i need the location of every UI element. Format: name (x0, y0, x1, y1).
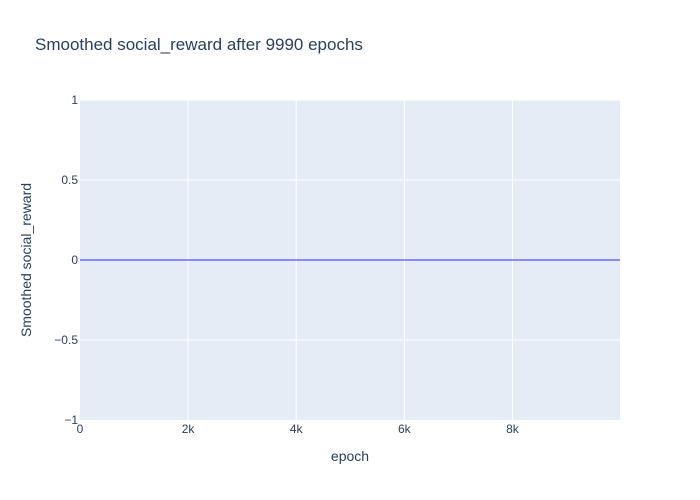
chart-title: Smoothed social_reward after 9990 epochs (35, 35, 363, 54)
y-tick-label: 0.5 (61, 173, 78, 187)
y-tick-label: 0 (71, 253, 78, 267)
y-tick-label: −0.5 (54, 333, 78, 347)
x-tick-label: 8k (506, 422, 520, 436)
x-axis-title: epoch (331, 448, 369, 464)
y-tick-label: 1 (71, 93, 78, 107)
y-tick-label: −1 (64, 413, 78, 427)
x-tick-label: 4k (290, 422, 304, 436)
x-tick-label: 0 (77, 422, 84, 436)
y-axis-title: Smoothed social_reward (18, 183, 34, 337)
y-axis-ticks: 1 0.5 0 −0.5 −1 (54, 93, 78, 427)
x-axis-ticks: 0 2k 4k 6k 8k (77, 422, 520, 436)
x-tick-label: 6k (398, 422, 412, 436)
x-tick-label: 2k (182, 422, 196, 436)
